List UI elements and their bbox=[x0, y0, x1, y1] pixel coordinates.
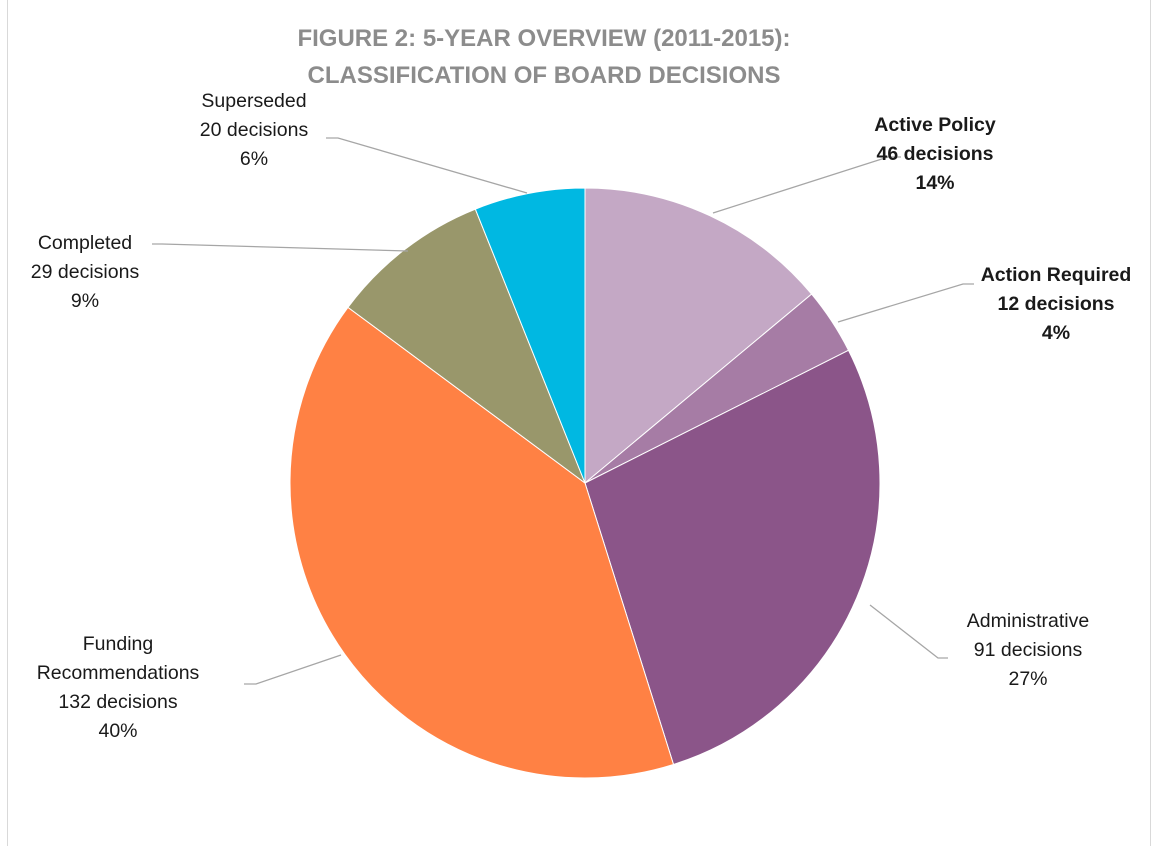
leader-line-funding-recommendations bbox=[244, 654, 342, 685]
chart-title-line-2: CLASSIFICATION OF BOARD DECISIONS bbox=[308, 62, 781, 89]
data-label-completed-value-label: 29 decisions bbox=[31, 261, 140, 283]
chart-title-line-1: FIGURE 2: 5-YEAR OVERVIEW (2011-2015): bbox=[297, 25, 790, 52]
data-label-completed-percent-label: 9% bbox=[71, 290, 99, 312]
pie-chart: FIGURE 2: 5-YEAR OVERVIEW (2011-2015): C… bbox=[31, 25, 1132, 779]
slice-active-policy bbox=[584, 187, 813, 485]
slice-funding-recommendations bbox=[289, 306, 675, 779]
leader-line-completed bbox=[152, 243, 409, 252]
chart-frame: FIGURE 2: 5-YEAR OVERVIEW (2011-2015): C… bbox=[7, 0, 1151, 846]
data-label-active-policy-name: Active Policy bbox=[874, 114, 996, 136]
data-label-action-required-percent-label: 4% bbox=[1042, 322, 1070, 344]
slice-administrative bbox=[584, 349, 881, 766]
data-label-superseded-value-label: 20 decisions bbox=[200, 119, 309, 141]
data-label-funding-recommendations-value-label: 132 decisions bbox=[58, 691, 177, 713]
leader-lines bbox=[152, 137, 974, 685]
data-label-action-required-value-label: 12 decisions bbox=[997, 293, 1114, 315]
data-label-funding-recommendations-percent-label: 40% bbox=[98, 720, 137, 742]
data-label-administrative-value-label: 91 decisions bbox=[974, 639, 1083, 661]
slice-superseded bbox=[474, 187, 586, 484]
data-label-administrative-name: Administrative bbox=[967, 610, 1089, 632]
leader-line-administrative bbox=[869, 604, 948, 659]
data-label-completed-name: Completed bbox=[38, 232, 132, 254]
data-label-funding-recommendations-name-lines-1: Recommendations bbox=[37, 662, 200, 684]
data-label-superseded-name: Superseded bbox=[201, 90, 306, 112]
data-label-active-policy-percent-label: 14% bbox=[915, 172, 954, 194]
data-label-administrative-percent-label: 27% bbox=[1008, 668, 1047, 690]
data-label-action-required-name: Action Required bbox=[981, 264, 1132, 286]
slice-completed bbox=[347, 208, 587, 485]
data-label-funding-recommendations-name-lines-0: Funding bbox=[83, 633, 153, 655]
leader-line-action-required bbox=[837, 283, 974, 323]
pie-slices bbox=[289, 187, 881, 779]
data-label-superseded-percent-label: 6% bbox=[240, 148, 268, 170]
data-labels: Active Policy 46 decisions 14% Action Requi… bbox=[31, 90, 1132, 742]
leader-line-superseded bbox=[326, 137, 528, 194]
leader-line-active-policy bbox=[712, 156, 901, 214]
data-label-active-policy-value-label: 46 decisions bbox=[876, 143, 993, 165]
